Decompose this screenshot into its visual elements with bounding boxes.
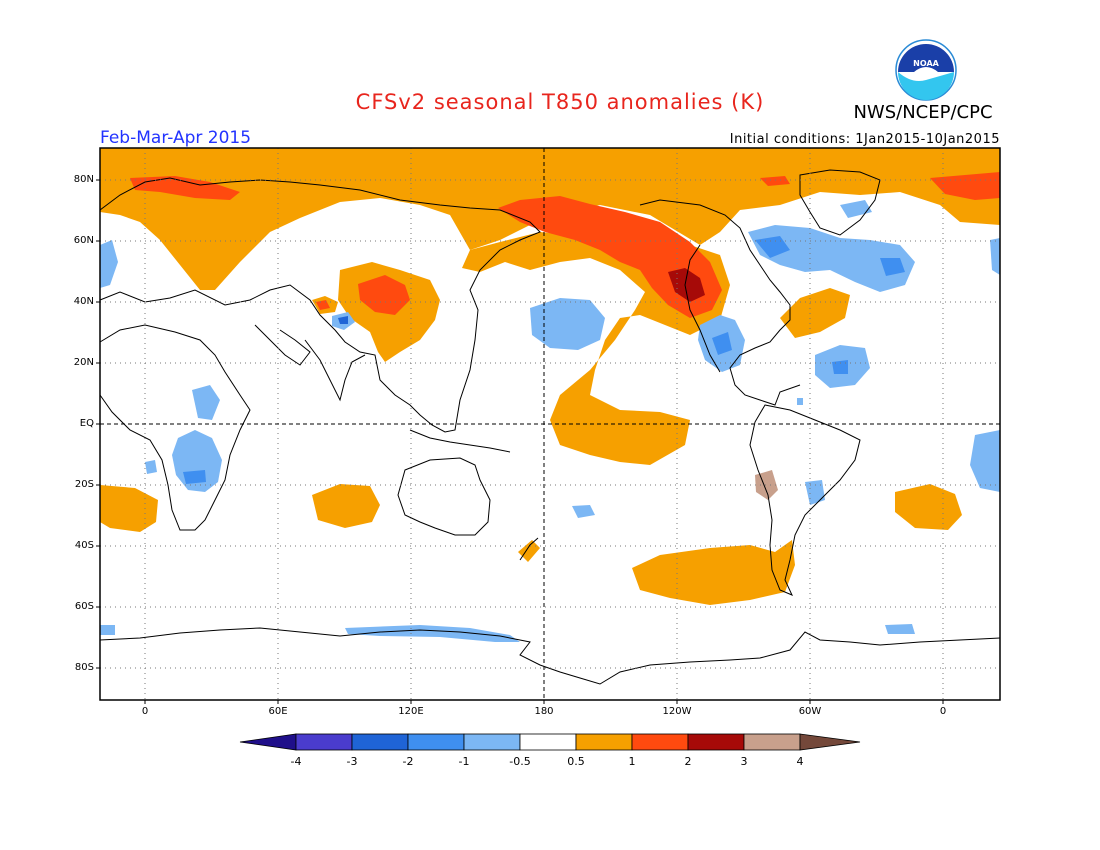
colorbar-label: 3 <box>740 755 748 768</box>
colorbar-arrow-right <box>799 733 861 751</box>
iran-red <box>316 300 330 310</box>
colorbar-bin <box>407 733 465 751</box>
sw-atlantic-right <box>895 484 962 530</box>
colorbar <box>239 733 861 751</box>
colorbar-bin <box>295 733 353 751</box>
lon-label: 0 <box>939 706 947 717</box>
antarctic-cool-2 <box>345 625 520 642</box>
lat-label: 20N <box>73 357 94 368</box>
lat-label: 80N <box>73 174 94 185</box>
coastline-antarctica <box>99 627 1001 685</box>
colorbar-bin <box>519 733 577 751</box>
antarctic-cool-1 <box>100 625 115 635</box>
colorbar-bin <box>631 733 689 751</box>
coastline-arabia <box>254 324 311 366</box>
canada-cool-inner2 <box>880 258 905 276</box>
north-pacific-red <box>498 196 722 318</box>
caribbean-cool-inner <box>832 360 848 374</box>
pacific-cool-small <box>797 398 803 405</box>
reference-lines <box>100 148 1000 700</box>
africa-cool-inner <box>183 470 206 484</box>
coastline-africa <box>99 324 251 531</box>
colorbar-bin <box>743 733 801 751</box>
agency-label: NWS/NCEP/CPC <box>853 102 993 123</box>
sw-atlantic-left <box>100 485 158 532</box>
colorbar-bin <box>463 733 521 751</box>
antarctic-cool-3 <box>885 624 915 634</box>
colorbar-label: 1 <box>628 755 636 768</box>
colorbar-label: 4 <box>796 755 804 768</box>
colorbar-label: -0.5 <box>509 755 531 768</box>
greenland-cool <box>840 200 872 218</box>
season-label: Feb-Mar-Apr 2015 <box>100 128 252 148</box>
coastline-greenland <box>799 169 881 236</box>
lon-label: 0 <box>141 706 149 717</box>
cool-anomaly-regions <box>100 200 1000 642</box>
arctic-red-right <box>930 172 1000 200</box>
lon-label: 120W <box>662 706 692 717</box>
colorbar-label: 2 <box>684 755 692 768</box>
north-pacific-cool <box>530 298 605 350</box>
china-red <box>358 275 410 315</box>
south-indian-warm <box>312 484 380 528</box>
coastline-europe-asia <box>99 177 541 433</box>
coastline-india <box>304 339 366 402</box>
lat-label: 40N <box>73 296 94 307</box>
initial-conditions: Initial conditions: 1Jan2015-10Jan2015 <box>729 132 1000 147</box>
lon-label: 120E <box>398 706 424 717</box>
lon-label: 60E <box>268 706 288 717</box>
colorbar-label: -1 <box>458 755 470 768</box>
horn-africa-cool <box>192 385 220 420</box>
colorbar-arrow-left <box>239 733 297 751</box>
south-pacific-warm <box>632 540 795 605</box>
lat-label: 60N <box>73 235 94 246</box>
colorbar-label: -2 <box>402 755 414 768</box>
lat-label: 20S <box>74 479 94 490</box>
colorbar-label: -4 <box>290 755 302 768</box>
noaa-logo-text: NOAA <box>913 59 939 68</box>
atlantic-warm <box>780 288 850 338</box>
coastline-south-america <box>749 404 861 596</box>
lon-label: 60W <box>798 706 822 717</box>
noaa-logo: NOAA <box>895 39 957 101</box>
lat-label: 80S <box>74 662 94 673</box>
canada-cool-inner <box>755 236 790 258</box>
colorbar-label: 0.5 <box>567 755 585 768</box>
colorbar-bin <box>351 733 409 751</box>
lon-label: 180 <box>534 706 554 717</box>
mexico-cool-inner <box>712 332 732 355</box>
page-title: CFSv2 seasonal T850 anomalies (K) <box>355 90 765 114</box>
lat-label: EQ <box>79 418 94 429</box>
axis-ticks <box>96 179 944 704</box>
lat-label: 40S <box>74 540 94 551</box>
warm-anomaly-regions <box>100 148 1000 605</box>
lat-label: 60S <box>74 601 94 612</box>
coastline-north-america <box>639 199 801 406</box>
colorbar-bin <box>575 733 633 751</box>
colorbar-bin <box>687 733 745 751</box>
coastlines <box>99 169 1001 685</box>
canada-cool <box>748 225 915 292</box>
europe-cool-left <box>100 240 118 288</box>
coastline-indonesia <box>409 429 511 453</box>
coastline-new-zealand <box>519 537 539 561</box>
new-zealand-warm <box>518 540 540 562</box>
arctic-red-greenland <box>760 176 790 186</box>
arctic-red-left <box>130 176 240 200</box>
coastline-australia <box>397 457 491 536</box>
south-pacific-cool <box>572 505 595 518</box>
colorbar-label: -3 <box>346 755 358 768</box>
europe-cool-right <box>990 238 1000 275</box>
indian-ocean-cool <box>145 460 157 474</box>
africa-right-cool <box>970 430 1000 492</box>
tibet-cool-inner <box>338 316 348 324</box>
